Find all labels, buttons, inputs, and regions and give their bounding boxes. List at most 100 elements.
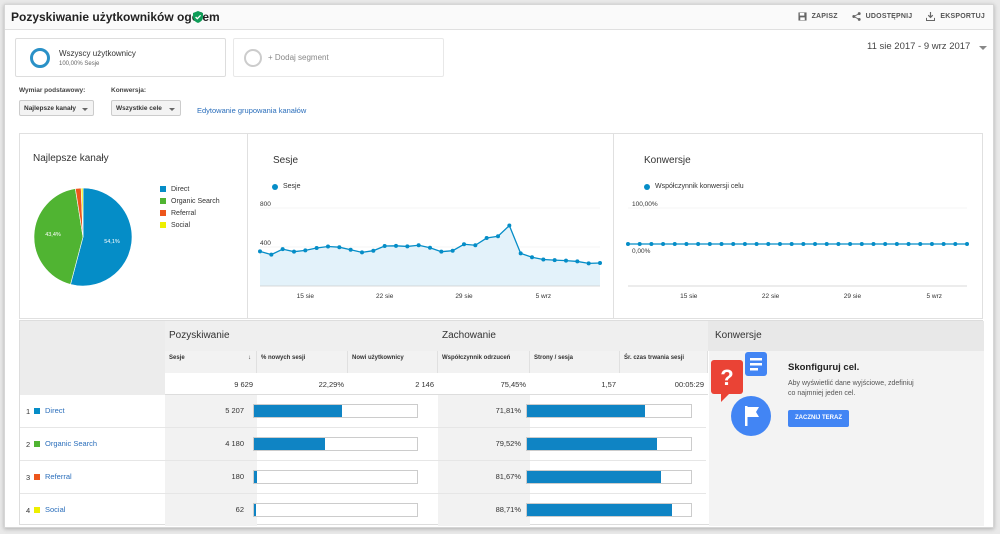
col-pages-per-session[interactable]: Strony / sesja bbox=[530, 351, 620, 373]
sessions-point bbox=[360, 250, 364, 255]
channels-table: Pozyskiwanie Zachowanie Konwersje Sesje ↓… bbox=[19, 320, 984, 527]
legend-item-direct: Direct bbox=[160, 183, 220, 195]
channel-link-organic[interactable]: Organic Search bbox=[45, 439, 98, 448]
add-segment-button[interactable]: + Dodaj segment bbox=[233, 38, 444, 77]
bounce-bar-fill bbox=[527, 504, 673, 516]
x-tick-label: 5 wrz bbox=[536, 293, 552, 300]
sessions-area bbox=[260, 225, 600, 286]
x-tick-label: 15 sie bbox=[297, 293, 315, 300]
edit-channel-grouping-link[interactable]: Edytowanie grupowania kanałów bbox=[197, 106, 307, 115]
add-segment-label: + Dodaj segment bbox=[268, 53, 329, 62]
row-index: 2 bbox=[26, 440, 31, 449]
page-title: Pozyskiwanie użytkowników ogółem bbox=[11, 10, 220, 24]
conversion-point bbox=[731, 242, 736, 246]
legend-item-referral: Referral bbox=[160, 207, 220, 219]
conversion-point bbox=[824, 242, 829, 246]
legend-swatch bbox=[160, 222, 166, 228]
conversion-point bbox=[754, 242, 759, 246]
sessions-point bbox=[258, 249, 262, 254]
x-tick-label: 29 sie bbox=[455, 293, 473, 300]
empty-segment-icon bbox=[244, 49, 262, 67]
sessions-point bbox=[518, 251, 523, 256]
channel-link-social[interactable]: Social bbox=[45, 505, 66, 514]
row-index: 4 bbox=[26, 506, 31, 515]
conversion-point bbox=[918, 242, 923, 246]
sessions-point bbox=[371, 248, 376, 253]
dimension-dropdown[interactable]: Najlepsze kanały bbox=[19, 100, 94, 116]
pie-label-direct: 54,1% bbox=[104, 239, 120, 245]
download-icon bbox=[926, 12, 936, 21]
col-sessions[interactable]: Sesje ↓ bbox=[165, 351, 257, 373]
y-tick-label: 0,00% bbox=[632, 248, 651, 255]
group-acquisition: Pozyskiwanie bbox=[169, 330, 230, 341]
row-sessions: 5 207 bbox=[225, 406, 244, 415]
x-tick-label: 5 wrz bbox=[926, 293, 942, 300]
conversion-point bbox=[953, 242, 958, 246]
sessions-point bbox=[314, 245, 319, 250]
col-avg-duration[interactable]: Śr. czas trwania sesji bbox=[620, 351, 708, 373]
bounce-bar bbox=[526, 404, 692, 418]
share-button[interactable]: UDOSTĘPNIJ bbox=[852, 12, 913, 21]
row-sessions: 62 bbox=[235, 505, 244, 514]
bounce-bar-fill bbox=[527, 405, 645, 417]
legend-swatch bbox=[160, 198, 166, 204]
save-button[interactable]: ZAPISZ bbox=[798, 12, 838, 21]
sessions-point bbox=[394, 243, 398, 248]
date-range-picker[interactable]: 11 sie 2017 - 9 wrz 2017 bbox=[867, 41, 987, 52]
row-bounce: 81,67% bbox=[495, 472, 521, 481]
conversion-rate-chart: 100,00% 0,00% 15 sie 22 sie 29 sie 5 wrz bbox=[626, 201, 969, 300]
x-tick-label: 22 sie bbox=[762, 293, 780, 300]
row-sessions: 180 bbox=[231, 472, 244, 481]
table-corner bbox=[20, 321, 165, 395]
conversion-point bbox=[672, 242, 677, 246]
date-range-text: 11 sie 2017 - 9 wrz 2017 bbox=[867, 41, 971, 52]
channel-link-direct[interactable]: Direct bbox=[45, 406, 65, 415]
legend-item-social: Social bbox=[160, 219, 220, 231]
conversion-value: Wszystkie cele bbox=[116, 105, 162, 112]
export-button[interactable]: EKSPORTUJ bbox=[926, 12, 985, 21]
goal-setup-promo: ? Skonfiguruj cel. Aby wyświetlić dane w… bbox=[709, 351, 984, 526]
table-row: 1 Direct 5 207 71,81% bbox=[20, 395, 706, 428]
overview-panels: Najlepsze kanały 54,1% 43,4% Direct Organ… bbox=[19, 133, 983, 319]
row-bounce: 71,81% bbox=[495, 406, 521, 415]
table-group-header bbox=[165, 321, 708, 351]
conversion-point bbox=[894, 242, 899, 246]
conversion-dropdown[interactable]: Wszystkie cele bbox=[111, 100, 181, 116]
segment-name: Wszyscy użytkownicy bbox=[59, 49, 136, 58]
sessions-bar bbox=[253, 404, 418, 418]
col-new-sessions-pct[interactable]: % nowych sesji bbox=[257, 351, 348, 373]
pie-slice-social bbox=[80, 187, 84, 238]
sessions-legend: Sesje bbox=[272, 183, 301, 190]
channel-link-referral[interactable]: Referral bbox=[45, 472, 72, 481]
col-bounce-rate[interactable]: Współczynnik odrzuceń bbox=[438, 351, 530, 373]
row-bounce: 79,52% bbox=[495, 439, 521, 448]
bounce-bar bbox=[526, 437, 692, 451]
legend-label-direct: Direct bbox=[171, 185, 190, 193]
x-tick-label: 29 sie bbox=[844, 293, 862, 300]
verified-shield-icon bbox=[193, 11, 203, 23]
sessions-point bbox=[473, 243, 478, 248]
sessions-point bbox=[507, 223, 512, 228]
goal-setup-text: Aby wyświetlić dane wyjściowe, zdefiniuj… bbox=[788, 380, 914, 397]
chevron-down-icon bbox=[82, 108, 88, 111]
report-actions: ZAPISZ UDOSTĘPNIJ EKSPORTUJ bbox=[798, 12, 985, 21]
table-row: 4 Social 62 88,71% bbox=[20, 494, 706, 527]
legend-label-organic: Organic Search bbox=[171, 197, 220, 205]
top-channels-title: Najlepsze kanały bbox=[33, 153, 109, 164]
col-new-users[interactable]: Nowi użytkownicy bbox=[348, 351, 438, 373]
conversion-label: Konwersja: bbox=[111, 87, 147, 94]
legend-swatch bbox=[160, 186, 166, 192]
dimension-value: Najlepsze kanały bbox=[24, 105, 77, 112]
export-label: EKSPORTUJ bbox=[940, 13, 985, 20]
conversion-point bbox=[906, 242, 911, 246]
conversion-point bbox=[707, 242, 712, 246]
group-behaviour: Zachowanie bbox=[442, 330, 496, 341]
sessions-point bbox=[541, 257, 546, 262]
goal-setup-title: Skonfiguruj cel. bbox=[788, 362, 860, 373]
start-now-button[interactable]: ZACZNIJ TERAZ bbox=[788, 410, 849, 427]
conversion-point bbox=[684, 242, 689, 246]
sessions-panel: Sesje Sesje 800 400 15 sie 22 sie 29 sie 5 wr… bbox=[248, 134, 614, 318]
x-tick-label: 22 sie bbox=[376, 293, 394, 300]
segment-all-users[interactable]: Wszyscy użytkownicy 100,00% Sesje bbox=[15, 38, 226, 77]
total-sessions: 9 629 bbox=[165, 373, 257, 395]
